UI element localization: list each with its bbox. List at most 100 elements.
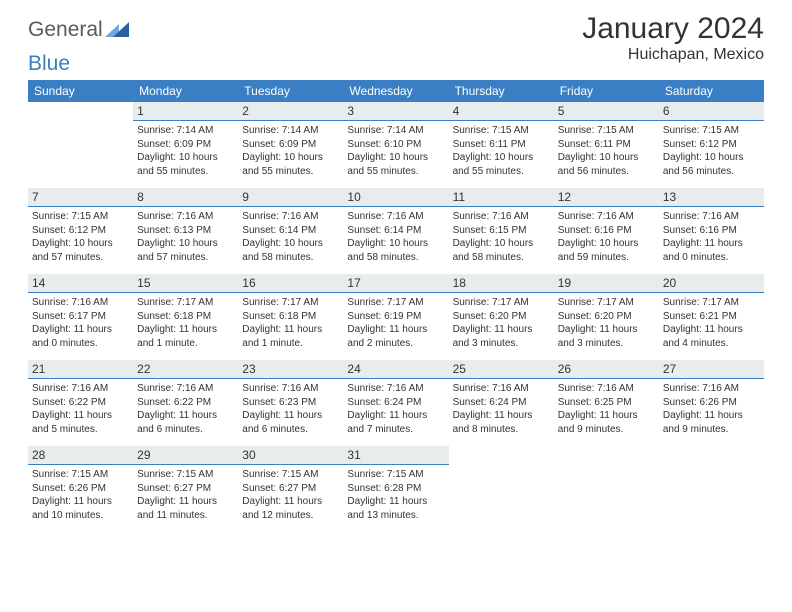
- sunrise-line: Sunrise: 7:17 AM: [558, 296, 655, 310]
- sunset-line: Sunset: 6:11 PM: [558, 138, 655, 152]
- sunrise-line: Sunrise: 7:14 AM: [347, 124, 444, 138]
- daylight-line: Daylight: 11 hours and 7 minutes.: [347, 409, 444, 436]
- day-cell: 13Sunrise: 7:16 AMSunset: 6:16 PMDayligh…: [659, 188, 764, 274]
- daylight-line: Daylight: 10 hours and 57 minutes.: [32, 237, 129, 264]
- sunrise-line: Sunrise: 7:16 AM: [137, 210, 234, 224]
- sunset-line: Sunset: 6:20 PM: [558, 310, 655, 324]
- daylight-line: Daylight: 11 hours and 6 minutes.: [137, 409, 234, 436]
- sunset-line: Sunset: 6:13 PM: [137, 224, 234, 238]
- day-number: 30: [238, 446, 343, 465]
- day-cell: 1Sunrise: 7:14 AMSunset: 6:09 PMDaylight…: [133, 102, 238, 188]
- logo-text-general: General: [28, 18, 103, 42]
- daylight-line: Daylight: 10 hours and 55 minutes.: [347, 151, 444, 178]
- day-details: Sunrise: 7:16 AMSunset: 6:14 PMDaylight:…: [343, 207, 448, 266]
- day-number: 27: [659, 360, 764, 379]
- daylight-line: Daylight: 11 hours and 9 minutes.: [663, 409, 760, 436]
- sunrise-line: Sunrise: 7:16 AM: [242, 210, 339, 224]
- sunrise-line: Sunrise: 7:16 AM: [663, 382, 760, 396]
- sunset-line: Sunset: 6:09 PM: [242, 138, 339, 152]
- sunrise-line: Sunrise: 7:16 AM: [242, 382, 339, 396]
- day-details: Sunrise: 7:16 AMSunset: 6:26 PMDaylight:…: [659, 379, 764, 438]
- daylight-line: Daylight: 11 hours and 9 minutes.: [558, 409, 655, 436]
- day-details: Sunrise: 7:16 AMSunset: 6:16 PMDaylight:…: [554, 207, 659, 266]
- sunset-line: Sunset: 6:22 PM: [32, 396, 129, 410]
- sunset-line: Sunset: 6:10 PM: [347, 138, 444, 152]
- sunset-line: Sunset: 6:26 PM: [663, 396, 760, 410]
- day-details: Sunrise: 7:16 AMSunset: 6:22 PMDaylight:…: [133, 379, 238, 438]
- daylight-line: Daylight: 11 hours and 4 minutes.: [663, 323, 760, 350]
- day-cell: 14Sunrise: 7:16 AMSunset: 6:17 PMDayligh…: [28, 274, 133, 360]
- day-number: 5: [554, 102, 659, 121]
- sunrise-line: Sunrise: 7:17 AM: [242, 296, 339, 310]
- sunrise-line: Sunrise: 7:15 AM: [242, 468, 339, 482]
- daylight-line: Daylight: 10 hours and 56 minutes.: [558, 151, 655, 178]
- sunset-line: Sunset: 6:18 PM: [242, 310, 339, 324]
- daylight-line: Daylight: 11 hours and 11 minutes.: [137, 495, 234, 522]
- day-details: Sunrise: 7:16 AMSunset: 6:16 PMDaylight:…: [659, 207, 764, 266]
- day-details: Sunrise: 7:16 AMSunset: 6:22 PMDaylight:…: [28, 379, 133, 438]
- day-number: 29: [133, 446, 238, 465]
- calendar-row: 14Sunrise: 7:16 AMSunset: 6:17 PMDayligh…: [28, 274, 764, 360]
- day-number: 1: [133, 102, 238, 121]
- daylight-line: Daylight: 10 hours and 58 minutes.: [242, 237, 339, 264]
- day-cell: 3Sunrise: 7:14 AMSunset: 6:10 PMDaylight…: [343, 102, 448, 188]
- calendar-row: 28Sunrise: 7:15 AMSunset: 6:26 PMDayligh…: [28, 446, 764, 532]
- day-number: 4: [449, 102, 554, 121]
- daylight-line: Daylight: 11 hours and 2 minutes.: [347, 323, 444, 350]
- sunrise-line: Sunrise: 7:16 AM: [347, 210, 444, 224]
- sunset-line: Sunset: 6:15 PM: [453, 224, 550, 238]
- sunset-line: Sunset: 6:14 PM: [347, 224, 444, 238]
- day-number: 23: [238, 360, 343, 379]
- day-number: 14: [28, 274, 133, 293]
- day-cell: 16Sunrise: 7:17 AMSunset: 6:18 PMDayligh…: [238, 274, 343, 360]
- daylight-line: Daylight: 11 hours and 8 minutes.: [453, 409, 550, 436]
- sunrise-line: Sunrise: 7:17 AM: [663, 296, 760, 310]
- sunrise-line: Sunrise: 7:17 AM: [453, 296, 550, 310]
- sunset-line: Sunset: 6:12 PM: [32, 224, 129, 238]
- day-cell: 4Sunrise: 7:15 AMSunset: 6:11 PMDaylight…: [449, 102, 554, 188]
- calendar-body: 1 Sunrise: 7:14 AM Sunset: 6:09 PM Daylight…: [28, 102, 764, 532]
- day-cell: 8Sunrise: 7:16 AMSunset: 6:13 PMDaylight…: [133, 188, 238, 274]
- day-details: Sunrise: 7:17 AMSunset: 6:18 PMDaylight:…: [238, 293, 343, 352]
- day-details: Sunrise: 7:15 AMSunset: 6:12 PMDaylight:…: [28, 207, 133, 266]
- sunset-line: Sunset: 6:25 PM: [558, 396, 655, 410]
- weekday-header: Monday: [133, 80, 238, 102]
- day-cell: 11Sunrise: 7:16 AMSunset: 6:15 PMDayligh…: [449, 188, 554, 274]
- daylight-line: Daylight: 10 hours and 58 minutes.: [347, 237, 444, 264]
- day-cell: 26Sunrise: 7:16 AMSunset: 6:25 PMDayligh…: [554, 360, 659, 446]
- sunset-line: Sunset: 6:28 PM: [347, 482, 444, 496]
- day-cell: 29Sunrise: 7:15 AMSunset: 6:27 PMDayligh…: [133, 446, 238, 532]
- sunset-line: Sunset: 6:16 PM: [663, 224, 760, 238]
- sunset-line: Sunset: 6:20 PM: [453, 310, 550, 324]
- day-cell: 22Sunrise: 7:16 AMSunset: 6:22 PMDayligh…: [133, 360, 238, 446]
- day-details: Sunrise: 7:16 AMSunset: 6:24 PMDaylight:…: [449, 379, 554, 438]
- sunrise-line: Sunrise: 7:15 AM: [663, 124, 760, 138]
- sunrise-line: Sunrise: 7:15 AM: [137, 468, 234, 482]
- sunrise-line: Sunrise: 7:14 AM: [137, 124, 234, 138]
- weekday-header: Tuesday: [238, 80, 343, 102]
- sunrise-line: Sunrise: 7:16 AM: [32, 382, 129, 396]
- day-number: 15: [133, 274, 238, 293]
- day-number: 21: [28, 360, 133, 379]
- daylight-line: Daylight: 11 hours and 10 minutes.: [32, 495, 129, 522]
- daylight-line: Daylight: 11 hours and 5 minutes.: [32, 409, 129, 436]
- day-number: 10: [343, 188, 448, 207]
- day-number: 26: [554, 360, 659, 379]
- logo-text-blue: Blue: [28, 52, 764, 76]
- day-details: Sunrise: 7:16 AMSunset: 6:13 PMDaylight:…: [133, 207, 238, 266]
- day-details: Sunrise: 7:17 AMSunset: 6:18 PMDaylight:…: [133, 293, 238, 352]
- day-number: 22: [133, 360, 238, 379]
- day-cell: 5Sunrise: 7:15 AMSunset: 6:11 PMDaylight…: [554, 102, 659, 188]
- day-number: 25: [449, 360, 554, 379]
- day-details: Sunrise: 7:15 AMSunset: 6:27 PMDaylight:…: [238, 465, 343, 524]
- daylight-line: Daylight: 11 hours and 3 minutes.: [558, 323, 655, 350]
- logo-triangle-icon: [105, 20, 131, 40]
- day-number: 12: [554, 188, 659, 207]
- day-details: Sunrise: 7:16 AMSunset: 6:14 PMDaylight:…: [238, 207, 343, 266]
- day-cell: 17Sunrise: 7:17 AMSunset: 6:19 PMDayligh…: [343, 274, 448, 360]
- sunset-line: Sunset: 6:14 PM: [242, 224, 339, 238]
- day-details: Sunrise: 7:16 AMSunset: 6:17 PMDaylight:…: [28, 293, 133, 352]
- day-details: Sunrise: 7:16 AMSunset: 6:25 PMDaylight:…: [554, 379, 659, 438]
- sunrise-line: Sunrise: 7:15 AM: [32, 210, 129, 224]
- day-number: 7: [28, 188, 133, 207]
